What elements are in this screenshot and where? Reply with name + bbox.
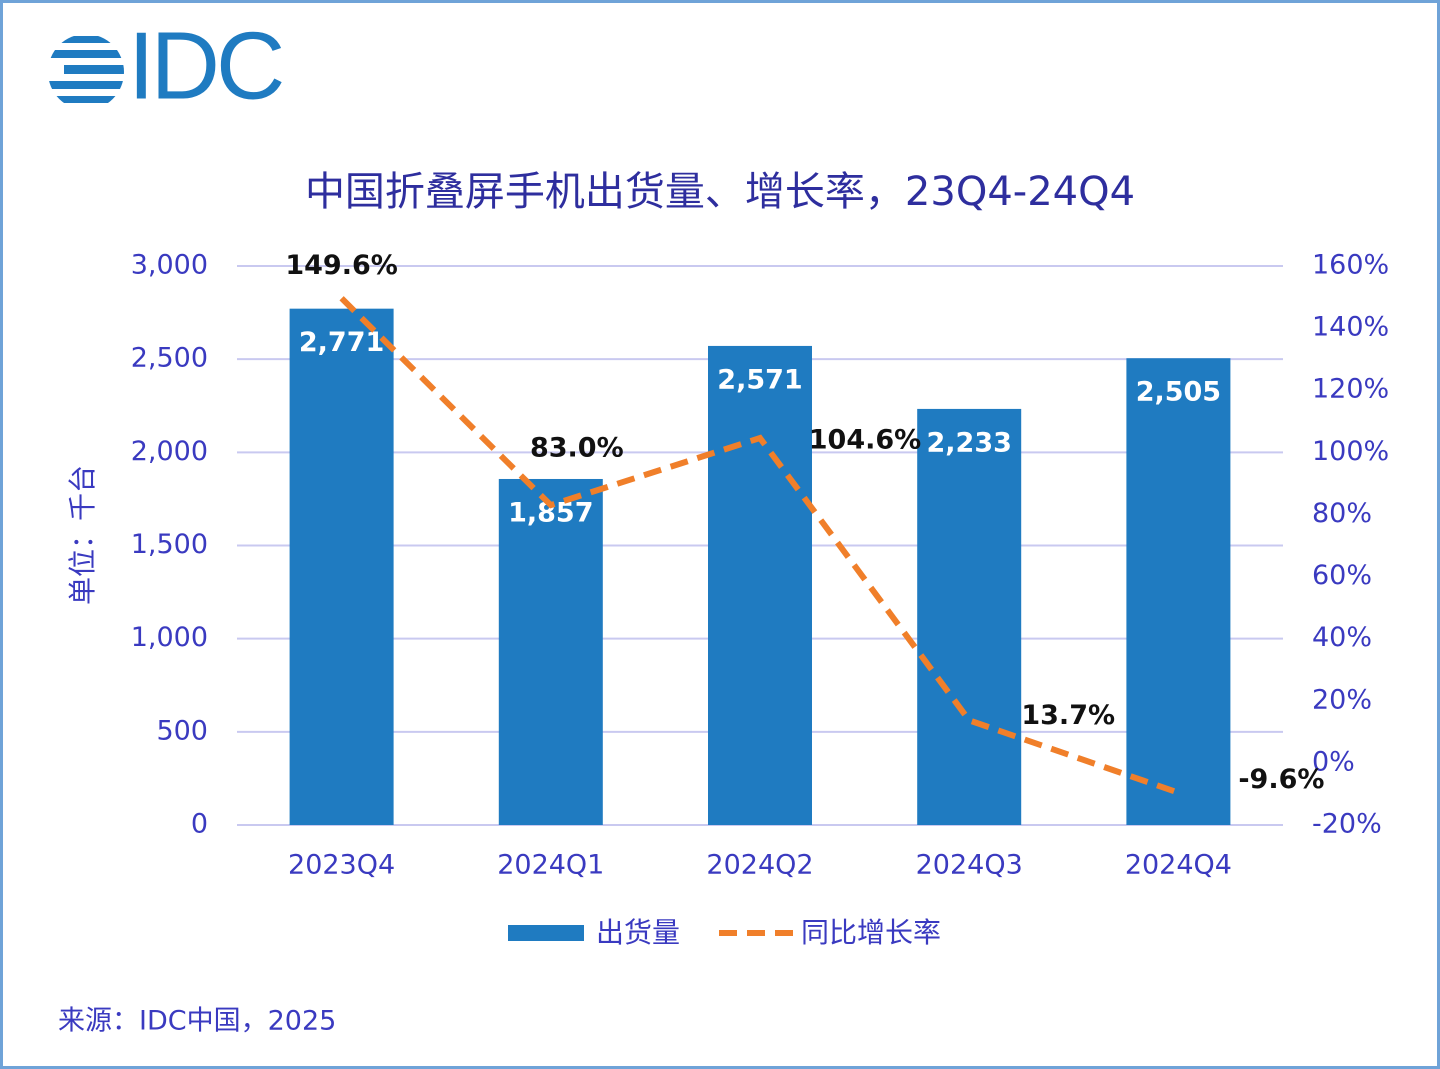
y-axis-label: 单位：千台 xyxy=(66,465,99,605)
bar xyxy=(917,408,1022,825)
y-tick-label: 1,000 xyxy=(131,622,208,653)
x-tick-label: 2024Q1 xyxy=(497,850,604,881)
line xyxy=(339,296,1180,796)
y-tick-label: 2,000 xyxy=(131,436,208,467)
legend-label: 同比增长率 xyxy=(801,916,941,949)
line-value-label: 104.6% xyxy=(809,425,921,456)
y2-tick-label: 140% xyxy=(1312,312,1389,343)
logo-mark xyxy=(44,36,124,103)
x-tick-label: 2024Q4 xyxy=(1125,850,1232,881)
y2-tick-label: 120% xyxy=(1312,374,1389,405)
line-value-label: 83.0% xyxy=(530,433,624,464)
y-tick-label: 500 xyxy=(156,715,208,746)
bar xyxy=(289,308,394,826)
logo: IDC xyxy=(128,12,282,119)
line-value-label: 13.7% xyxy=(1021,700,1115,731)
y2-tick-label: 80% xyxy=(1312,498,1372,529)
chart-title: 中国折叠屏手机出货量、增长率，23Q4-24Q4 xyxy=(305,169,1135,215)
y2-tick-label: 100% xyxy=(1312,436,1389,467)
bar xyxy=(1126,358,1231,825)
legend-label: 出货量 xyxy=(596,916,680,949)
bar xyxy=(708,345,812,825)
line-value-label: -9.6% xyxy=(1238,764,1324,795)
y2-tick-label: 160% xyxy=(1312,250,1389,281)
line-value-label: 149.6% xyxy=(285,250,397,281)
y2-tick-label: 60% xyxy=(1312,560,1372,591)
bar-value-label: 2,233 xyxy=(926,427,1011,458)
y2-tick-label: 40% xyxy=(1312,622,1372,653)
bar xyxy=(498,478,603,825)
y2-tick-label: 0% xyxy=(1312,746,1355,777)
y-tick-label: 2,500 xyxy=(131,343,208,374)
y-tick-label: 1,500 xyxy=(131,529,208,560)
x-tick-label: 2024Q2 xyxy=(706,850,813,881)
bar-value-label: 2,771 xyxy=(299,327,384,358)
y-tick-label: 0 xyxy=(191,809,208,840)
y-tick-label: 3,000 xyxy=(131,250,208,281)
y2-tick-label: -20% xyxy=(1312,809,1382,840)
bar-value-label: 2,571 xyxy=(717,364,802,395)
y2-tick-label: 20% xyxy=(1312,684,1372,715)
x-tick-label: 2023Q4 xyxy=(288,850,395,881)
x-tick-label: 2024Q3 xyxy=(916,850,1023,881)
source: 来源：IDC中国，2025 xyxy=(58,1006,336,1037)
bar-value-label: 2,505 xyxy=(1136,377,1221,408)
legend-swatch xyxy=(508,925,584,941)
